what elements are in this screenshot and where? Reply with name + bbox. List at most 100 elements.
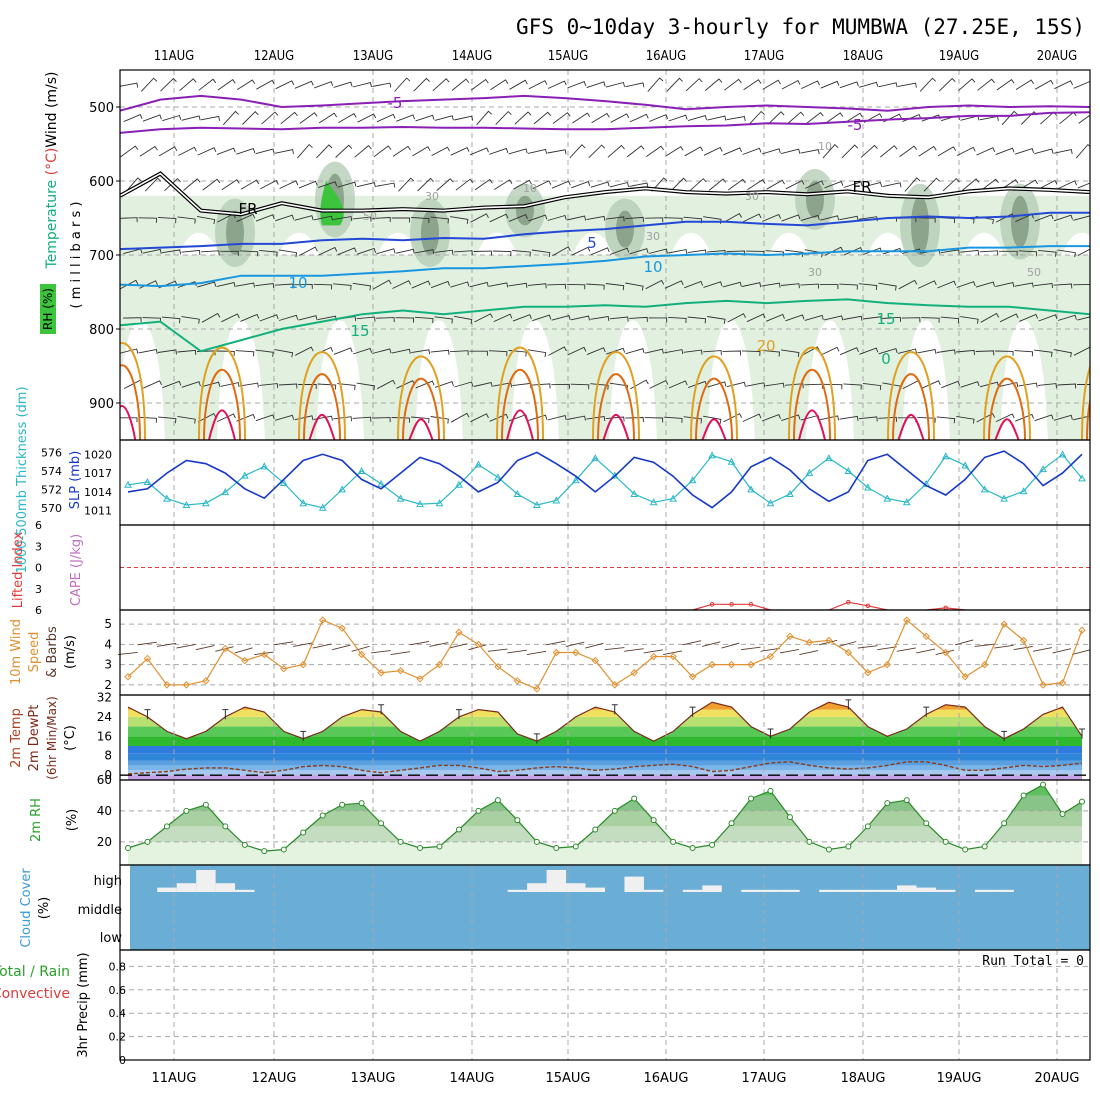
wind-speed-point <box>552 648 561 657</box>
wind-barb <box>644 348 664 354</box>
wind-barb <box>728 178 746 191</box>
panel-border <box>119 949 1091 1061</box>
wind-barb <box>138 217 157 223</box>
surface-temperature-contour <box>496 346 544 440</box>
cape-ylabel: CAPE (J/kg) <box>69 534 84 606</box>
wind-barb <box>878 82 898 88</box>
rh-point <box>1079 798 1085 805</box>
rh-point <box>884 800 891 807</box>
wind-barb <box>1034 214 1054 222</box>
wind-barb <box>687 249 707 255</box>
precip-ylabel: 3hr Precip (mm) <box>76 952 91 1057</box>
rh-point <box>1020 792 1027 799</box>
wind-barb <box>157 416 177 424</box>
rh-point <box>358 800 365 807</box>
wind-speed-point <box>611 681 619 689</box>
top-date-label: 15AUG <box>548 49 589 64</box>
dry-gap <box>902 320 950 440</box>
surface-temperature-contour <box>892 373 930 440</box>
temp-band <box>128 716 1082 727</box>
wind-barb <box>294 346 314 356</box>
wind-barb <box>687 316 707 324</box>
wind-barb-10m <box>779 648 800 654</box>
wind-barb <box>512 314 532 322</box>
wind-barb <box>684 146 704 157</box>
thickness-point <box>474 460 483 468</box>
thickness-point <box>980 485 989 493</box>
wind-barb <box>570 315 590 321</box>
wind-barb <box>685 78 703 92</box>
wind-barb <box>394 77 411 92</box>
wind-barb <box>590 315 610 321</box>
wind-barb <box>747 179 766 190</box>
wind-barb-10m <box>390 651 410 655</box>
cloud-panel: high middle low Cloud Cover (%) <box>19 864 1091 951</box>
wind-barb <box>806 111 824 124</box>
wind-barb <box>508 282 528 288</box>
wind-barb <box>221 313 240 323</box>
wind-barb <box>161 249 181 255</box>
temp-minmax-bar <box>378 704 385 715</box>
wind-barb <box>937 146 957 157</box>
ylabel-millibars: ( m i l l i b a r s ) <box>69 202 84 309</box>
wind-barb <box>962 178 980 191</box>
wind-barb <box>1073 215 1090 221</box>
wind-barb <box>625 348 645 355</box>
ylabel-millibars-group: ( m i l l i b a r s ) <box>69 202 84 309</box>
cloud-bar <box>643 889 664 892</box>
temp-band <box>128 753 1082 761</box>
wind-barb <box>785 179 805 190</box>
wind-barb <box>337 247 357 256</box>
contour-label: 5 <box>587 234 597 252</box>
cloud-bar <box>741 889 761 892</box>
wind-barb <box>548 346 567 356</box>
top-date-label: 17AUG <box>744 49 785 64</box>
wind-barb <box>202 178 221 191</box>
wind-barb-10m <box>955 639 974 646</box>
wind-barb <box>469 350 488 356</box>
wind-barb <box>450 216 469 224</box>
rh-ylabel-2: (%) <box>65 809 80 832</box>
wind-barb <box>765 382 785 388</box>
wind-barb <box>454 115 474 121</box>
wind-barb <box>843 181 863 188</box>
cloud-bar <box>897 885 917 892</box>
wind-barb <box>216 350 235 356</box>
wind-speed-point <box>338 624 346 632</box>
wind-barb <box>625 216 644 222</box>
wind-barb <box>434 381 454 388</box>
lifted-ylabel: Lifted Index <box>11 531 26 608</box>
surface-temperature-contour <box>1081 364 1090 440</box>
slp-ylabel: SLP (mb) <box>68 451 83 510</box>
contour-label: -5 <box>848 116 863 134</box>
wind-barb <box>120 217 138 223</box>
wind-barb <box>897 82 917 88</box>
wind-barb <box>197 412 217 423</box>
rh-bands <box>128 784 1082 865</box>
thickness-point <box>377 479 385 487</box>
wind-barb <box>938 77 956 92</box>
upper-air-ylabel: Temperature (°C)Wind (m/s) <box>44 71 60 269</box>
wind-barb <box>918 145 937 157</box>
wind-speed-point <box>260 650 268 659</box>
wind-barb <box>878 348 898 355</box>
rh-legend-swatch <box>40 284 56 334</box>
wind-speed-point <box>241 656 249 665</box>
wind-barb <box>684 280 704 289</box>
thickness-point <box>455 480 463 488</box>
temp-minmax-bar <box>144 709 151 720</box>
wind-barb <box>1038 383 1057 389</box>
contour-label: 0 <box>881 350 891 368</box>
wind-barb <box>651 177 668 192</box>
temperature-contour <box>120 298 1090 353</box>
wind-barb <box>255 282 275 289</box>
wind-barb <box>1038 314 1058 322</box>
wind-speed-point <box>435 660 444 669</box>
wind-barb <box>664 349 684 355</box>
wind-barb <box>280 111 298 125</box>
cloud-bar <box>974 889 995 892</box>
wind-barb <box>396 114 416 122</box>
wind-barb <box>275 80 295 90</box>
wind-barb <box>494 179 513 190</box>
rh-point <box>962 846 969 853</box>
